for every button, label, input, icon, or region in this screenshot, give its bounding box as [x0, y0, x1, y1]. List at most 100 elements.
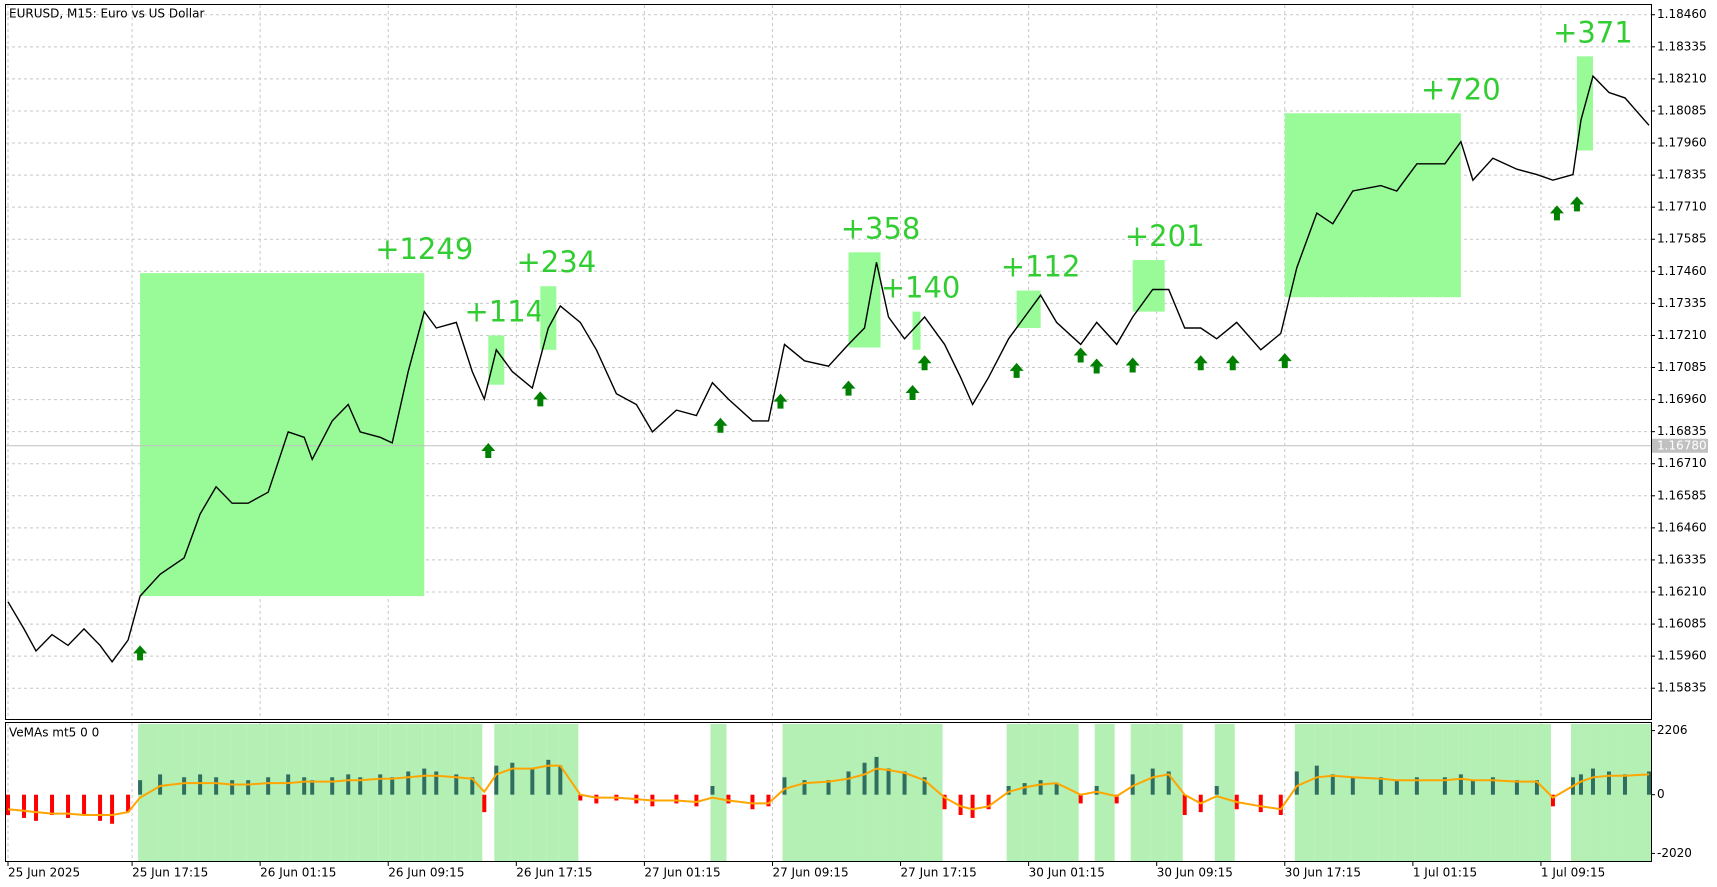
histogram-bar: [1294, 771, 1299, 795]
histogram-bar: [66, 794, 71, 818]
histogram-bar: [874, 756, 879, 795]
histogram-bar: [286, 774, 291, 795]
y-tick-label: 1.16960: [1657, 392, 1707, 406]
y-tick-label: 1.17585: [1657, 232, 1707, 246]
histogram-bar: [578, 794, 583, 801]
histogram-bar: [902, 771, 907, 795]
y-tick-label: 1.17710: [1657, 200, 1707, 214]
histogram-bar: [558, 765, 563, 795]
histogram-bar: [1022, 783, 1027, 795]
histogram-bar: [406, 771, 411, 795]
signal-band: [286, 724, 303, 861]
signal-arrow: [533, 391, 548, 407]
y-tick-label: 1.18210: [1657, 71, 1707, 85]
signal-arrow: [841, 380, 856, 396]
histogram-bar: [802, 780, 807, 795]
y-tick-label: 1.16460: [1657, 520, 1707, 534]
trade-label: +114: [464, 294, 544, 328]
trade-label: +140: [881, 271, 961, 305]
histogram-bar: [782, 777, 787, 795]
signal-band: [422, 724, 435, 861]
trade-box: [912, 311, 921, 350]
signal-band: [1606, 724, 1623, 861]
histogram-bar: [110, 794, 115, 824]
signal-band: [1022, 724, 1039, 861]
signal-band: [510, 724, 531, 861]
signal-band: [1490, 724, 1515, 861]
signal-band: [1006, 724, 1023, 861]
signal-band: [1622, 724, 1647, 861]
histogram-bar: [198, 774, 203, 795]
histogram-bar: [1150, 768, 1155, 795]
histogram-bar: [886, 768, 891, 795]
signal-band: [826, 724, 847, 861]
signal-band: [454, 724, 471, 861]
signal-line: [7, 764, 1650, 816]
signal-band: [558, 724, 579, 861]
signal-band: [214, 724, 231, 861]
histogram-bar: [1114, 794, 1119, 804]
y-tick-label: 1.17960: [1657, 136, 1707, 150]
main-frame: [5, 4, 1652, 720]
y-tick-label: 1.18460: [1657, 7, 1707, 21]
signal-band: [1514, 724, 1535, 861]
trade-box: [488, 335, 505, 385]
histogram-bar: [158, 774, 163, 795]
signal-arrow: [1089, 358, 1104, 374]
histogram-bar: [1258, 794, 1263, 813]
histogram-bar: [310, 780, 315, 795]
trade-box: [540, 286, 557, 350]
signal-arrow: [1073, 347, 1088, 363]
trade-label: +358: [841, 211, 921, 245]
histogram-bar: [138, 780, 143, 795]
histogram-bar: [390, 777, 395, 795]
histogram-bar: [50, 794, 55, 816]
signal-band: [922, 724, 943, 861]
histogram-bar: [1490, 777, 1495, 795]
indicator-layer: [6, 724, 1651, 861]
histogram-bar: [1378, 777, 1383, 795]
histogram-bar: [594, 794, 599, 804]
histogram-bar: [750, 794, 755, 810]
signal-band: [470, 724, 483, 861]
signal-band: [1578, 724, 1591, 861]
signal-band: [1214, 724, 1235, 861]
x-tick-label: 26 Jun 01:15: [260, 866, 336, 880]
y-tick-label: 1.16585: [1657, 488, 1707, 502]
histogram-bar: [1054, 783, 1059, 795]
signal-band: [1294, 724, 1315, 861]
signal-arrow: [1549, 205, 1564, 221]
histogram-bar: [1442, 777, 1447, 795]
signal-band: [1458, 724, 1471, 861]
histogram-bar: [230, 780, 235, 795]
signal-arrow: [905, 384, 920, 400]
histogram-bar: [378, 774, 383, 795]
histogram-bar: [1182, 794, 1187, 816]
histogram-bar: [1534, 780, 1539, 795]
signal-band: [1314, 724, 1331, 861]
x-tick-label: 27 Jun 01:15: [644, 866, 720, 880]
x-tick-label: 1 Jul 01:15: [1413, 866, 1477, 880]
signal-band: [390, 724, 407, 861]
y-tick-label: 1.16210: [1657, 585, 1707, 599]
trade-label: +371: [1553, 15, 1633, 49]
histogram-bar: [1314, 765, 1319, 795]
signal-arrow: [1277, 353, 1292, 369]
signal-band: [862, 724, 875, 861]
signal-band: [1590, 724, 1607, 861]
histogram-bar: [1166, 771, 1171, 795]
x-tick-label: 25 Jun 17:15: [132, 866, 208, 880]
histogram-bar: [346, 774, 351, 795]
histogram-bar: [454, 774, 459, 795]
signal-arrow: [1009, 362, 1024, 378]
signal-arrow: [713, 417, 728, 433]
histogram-bar: [1278, 794, 1283, 816]
signal-arrow: [1125, 357, 1140, 373]
histogram-bar: [182, 777, 187, 795]
signal-band: [1330, 724, 1351, 861]
histogram-bar: [530, 768, 535, 795]
trade-box: [140, 273, 425, 597]
histogram-bar: [1094, 785, 1099, 795]
histogram-bar: [22, 794, 27, 818]
